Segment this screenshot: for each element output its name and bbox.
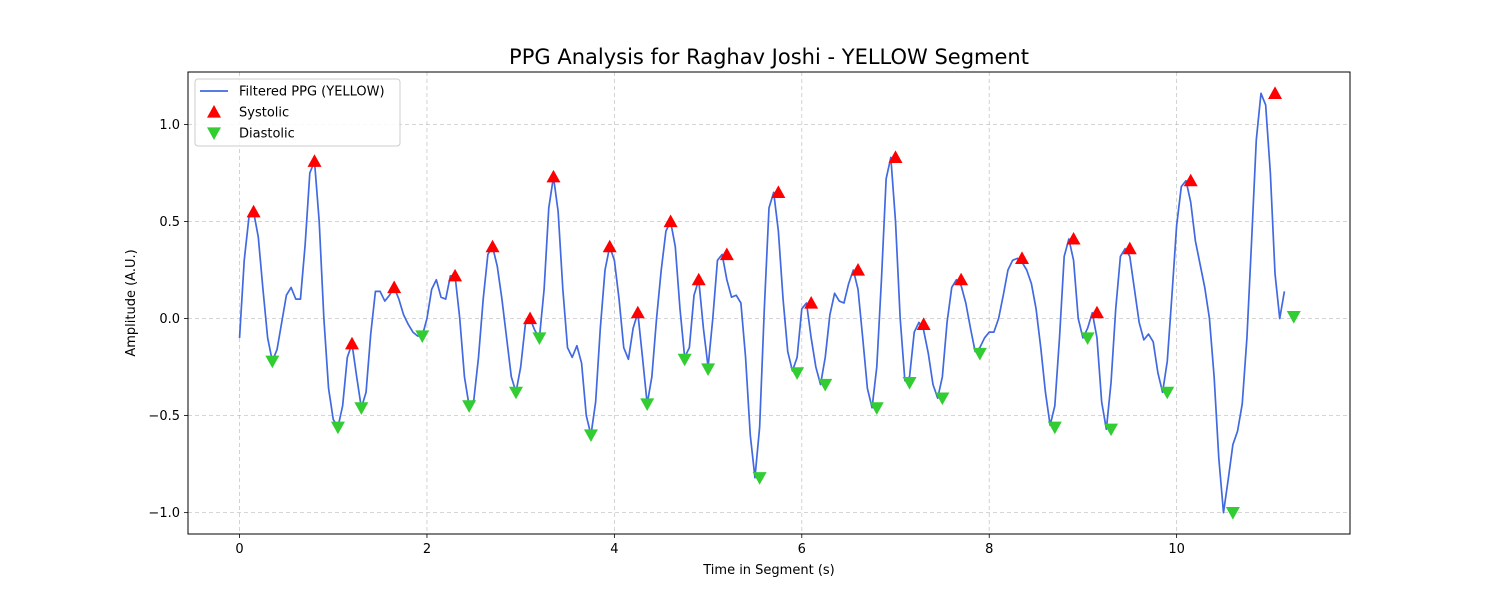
diastolic-point-marker (1225, 507, 1240, 520)
diastolic-point-marker (640, 398, 655, 411)
diastolic-point-marker (752, 472, 767, 485)
legend-label: Diastolic (239, 127, 295, 142)
diastolic-point-marker (790, 367, 805, 380)
diastolic-point-marker (1104, 423, 1119, 437)
diastolic-point-marker (462, 400, 477, 413)
diastolic-point-marker (902, 376, 917, 390)
systolic-peak-marker (771, 185, 786, 198)
chart-title: PPG Analysis for Raghav Joshi - YELLOW S… (509, 45, 1029, 69)
systolic-peak-marker (344, 336, 359, 350)
systolic-peak-marker (523, 311, 538, 325)
diastolic-point-marker (869, 402, 884, 415)
legend-systolic-marker (207, 105, 221, 118)
ppg-signal-line (238, 92, 1286, 514)
systolic-peak-marker (546, 169, 561, 183)
systolic-peak-marker (719, 247, 734, 261)
diastolic-point-marker (1080, 332, 1095, 345)
diastolic-point-marker (583, 429, 598, 442)
systolic-peak-marker (485, 239, 500, 253)
axes: 0 2 4 6 8 10 −1.0 −0.5 0.0 0.5 1.0 (148, 118, 1184, 557)
systolic-peak-marker (916, 317, 931, 330)
legend-box (194, 78, 401, 147)
x-tick-label: 0 (235, 542, 243, 557)
y-axis-label: Amplitude (A.U.) (124, 249, 139, 356)
x-tick-label: 4 (610, 542, 618, 557)
y-tick-label: −0.5 (148, 409, 180, 424)
legend-diastolic-marker (207, 127, 221, 140)
x-tick-label: 2 (423, 542, 431, 557)
systolic-peak-marker (1122, 241, 1137, 255)
systolic-peak-marker (1268, 86, 1283, 99)
systolic-peak-marker (691, 272, 706, 286)
diastolic-point-marker (265, 355, 280, 369)
legend-label: Systolic (239, 106, 289, 121)
systolic-peak-marker (246, 204, 261, 218)
systolic-peak-marker (602, 239, 617, 253)
x-axis-label: Time in Segment (s) (702, 563, 834, 578)
systolic-peak-marker (630, 305, 645, 319)
legend-label: Filtered PPG (YELLOW) (239, 85, 385, 100)
diastolic-point-marker (1047, 421, 1062, 435)
x-tick-label: 8 (985, 542, 993, 557)
y-tick-label: −1.0 (148, 506, 180, 521)
diastolic-point-marker (354, 402, 369, 415)
systolic-peak-marker (1183, 173, 1198, 187)
systolic-peak-marker (888, 150, 903, 164)
diastolic-point-marker (330, 421, 345, 435)
systolic-peak-marker (954, 272, 969, 286)
diastolic-point-marker (415, 330, 430, 343)
systolic-peak-marker (448, 268, 463, 282)
systolic-peak-marker (804, 296, 819, 309)
diastolic-point-marker (508, 386, 523, 400)
systolic-peak-marker (1089, 305, 1104, 319)
legend: Filtered PPG (YELLOW) Systolic Diastolic (194, 78, 401, 147)
systolic-peak-marker (851, 263, 866, 276)
y-tick-label: 1.0 (159, 118, 180, 133)
diastolic-point-marker (935, 392, 950, 406)
systolic-peak-marker (1015, 251, 1030, 264)
systolic-peak-marker (387, 280, 402, 294)
diastolic-point-marker (1160, 386, 1175, 400)
x-tick-label: 10 (1168, 542, 1185, 557)
plot-area (238, 86, 1301, 520)
y-tick-label: 0.0 (159, 312, 180, 327)
diastolic-point-marker (1286, 310, 1301, 324)
systolic-peak-marker (307, 154, 322, 167)
systolic-peak-marker (663, 214, 678, 228)
diastolic-point-marker (677, 353, 692, 367)
x-tick-label: 6 (798, 542, 806, 557)
diastolic-point-marker (532, 332, 547, 345)
diastolic-point-marker (701, 363, 716, 376)
y-tick-label: 0.5 (159, 215, 180, 230)
diastolic-point-marker (972, 347, 987, 361)
diastolic-point-marker (818, 378, 833, 392)
systolic-peak-marker (1066, 231, 1081, 245)
plot-frame (187, 71, 1351, 535)
